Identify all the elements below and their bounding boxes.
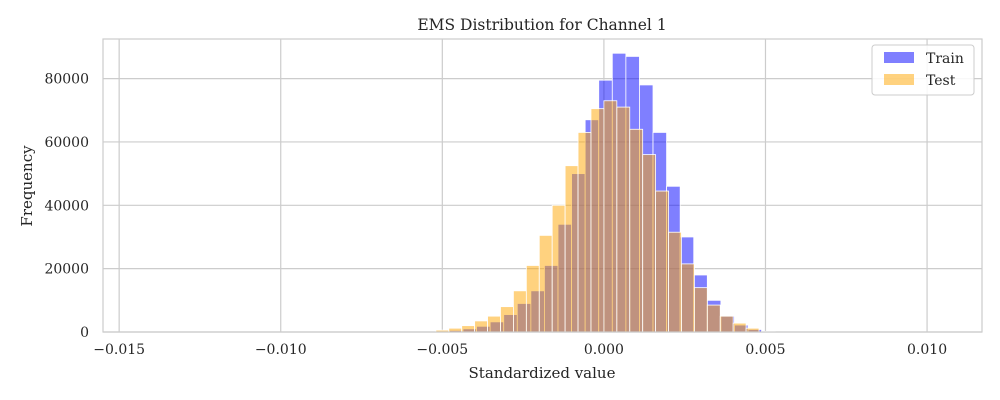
- x-tick-label: −0.015: [93, 342, 145, 358]
- test-bar: [616, 106, 631, 333]
- x-tick-label: 0.010: [907, 342, 947, 358]
- test-bar: [590, 108, 605, 333]
- test-bar: [551, 204, 566, 333]
- test-bar: [603, 100, 618, 333]
- test-bar: [538, 234, 553, 333]
- plot-frame: [102, 38, 983, 333]
- test-bar: [500, 306, 514, 333]
- legend-label-train: Train: [926, 51, 964, 67]
- test-bar: [525, 265, 540, 333]
- legend-label-test: Test: [926, 73, 956, 89]
- test-bar: [693, 287, 708, 333]
- legend-swatch-test: [884, 74, 914, 85]
- y-axis-ticks: 0 20000 40000 60000 80000: [44, 72, 89, 341]
- legend: Train Test: [871, 44, 975, 96]
- chart-title: EMS Distribution for Channel 1: [417, 16, 666, 34]
- test-bar: [642, 154, 657, 333]
- test-bar: [474, 320, 488, 333]
- test-bar: [668, 231, 682, 333]
- y-tick-label: 0: [80, 325, 89, 341]
- x-tick-label: −0.010: [255, 342, 307, 358]
- x-axis-ticks: −0.015 −0.010 −0.005 0.000 0.005 0.010: [93, 342, 947, 358]
- y-axis-label: Frequency: [18, 145, 36, 227]
- test-bar: [681, 263, 695, 333]
- y-tick-label: 80000: [44, 72, 89, 88]
- test-bar: [706, 304, 721, 333]
- test-bar: [461, 325, 476, 333]
- legend-swatch-train: [884, 52, 914, 63]
- x-tick-label: −0.005: [416, 342, 468, 358]
- x-axis-label: Standardized value: [469, 364, 616, 382]
- x-tick-label: 0.005: [745, 342, 785, 358]
- test-bar: [719, 315, 734, 333]
- test-bar: [577, 132, 592, 333]
- test-series: [435, 100, 760, 333]
- test-bar: [655, 190, 669, 333]
- test-bar: [732, 322, 747, 333]
- y-tick-label: 60000: [44, 135, 89, 151]
- x-tick-label: 0.000: [584, 342, 624, 358]
- test-bar: [564, 165, 579, 333]
- y-tick-label: 20000: [44, 262, 89, 278]
- test-bar: [487, 315, 501, 333]
- test-bar: [629, 128, 644, 333]
- test-bar: [513, 290, 527, 333]
- y-tick-label: 40000: [44, 198, 89, 214]
